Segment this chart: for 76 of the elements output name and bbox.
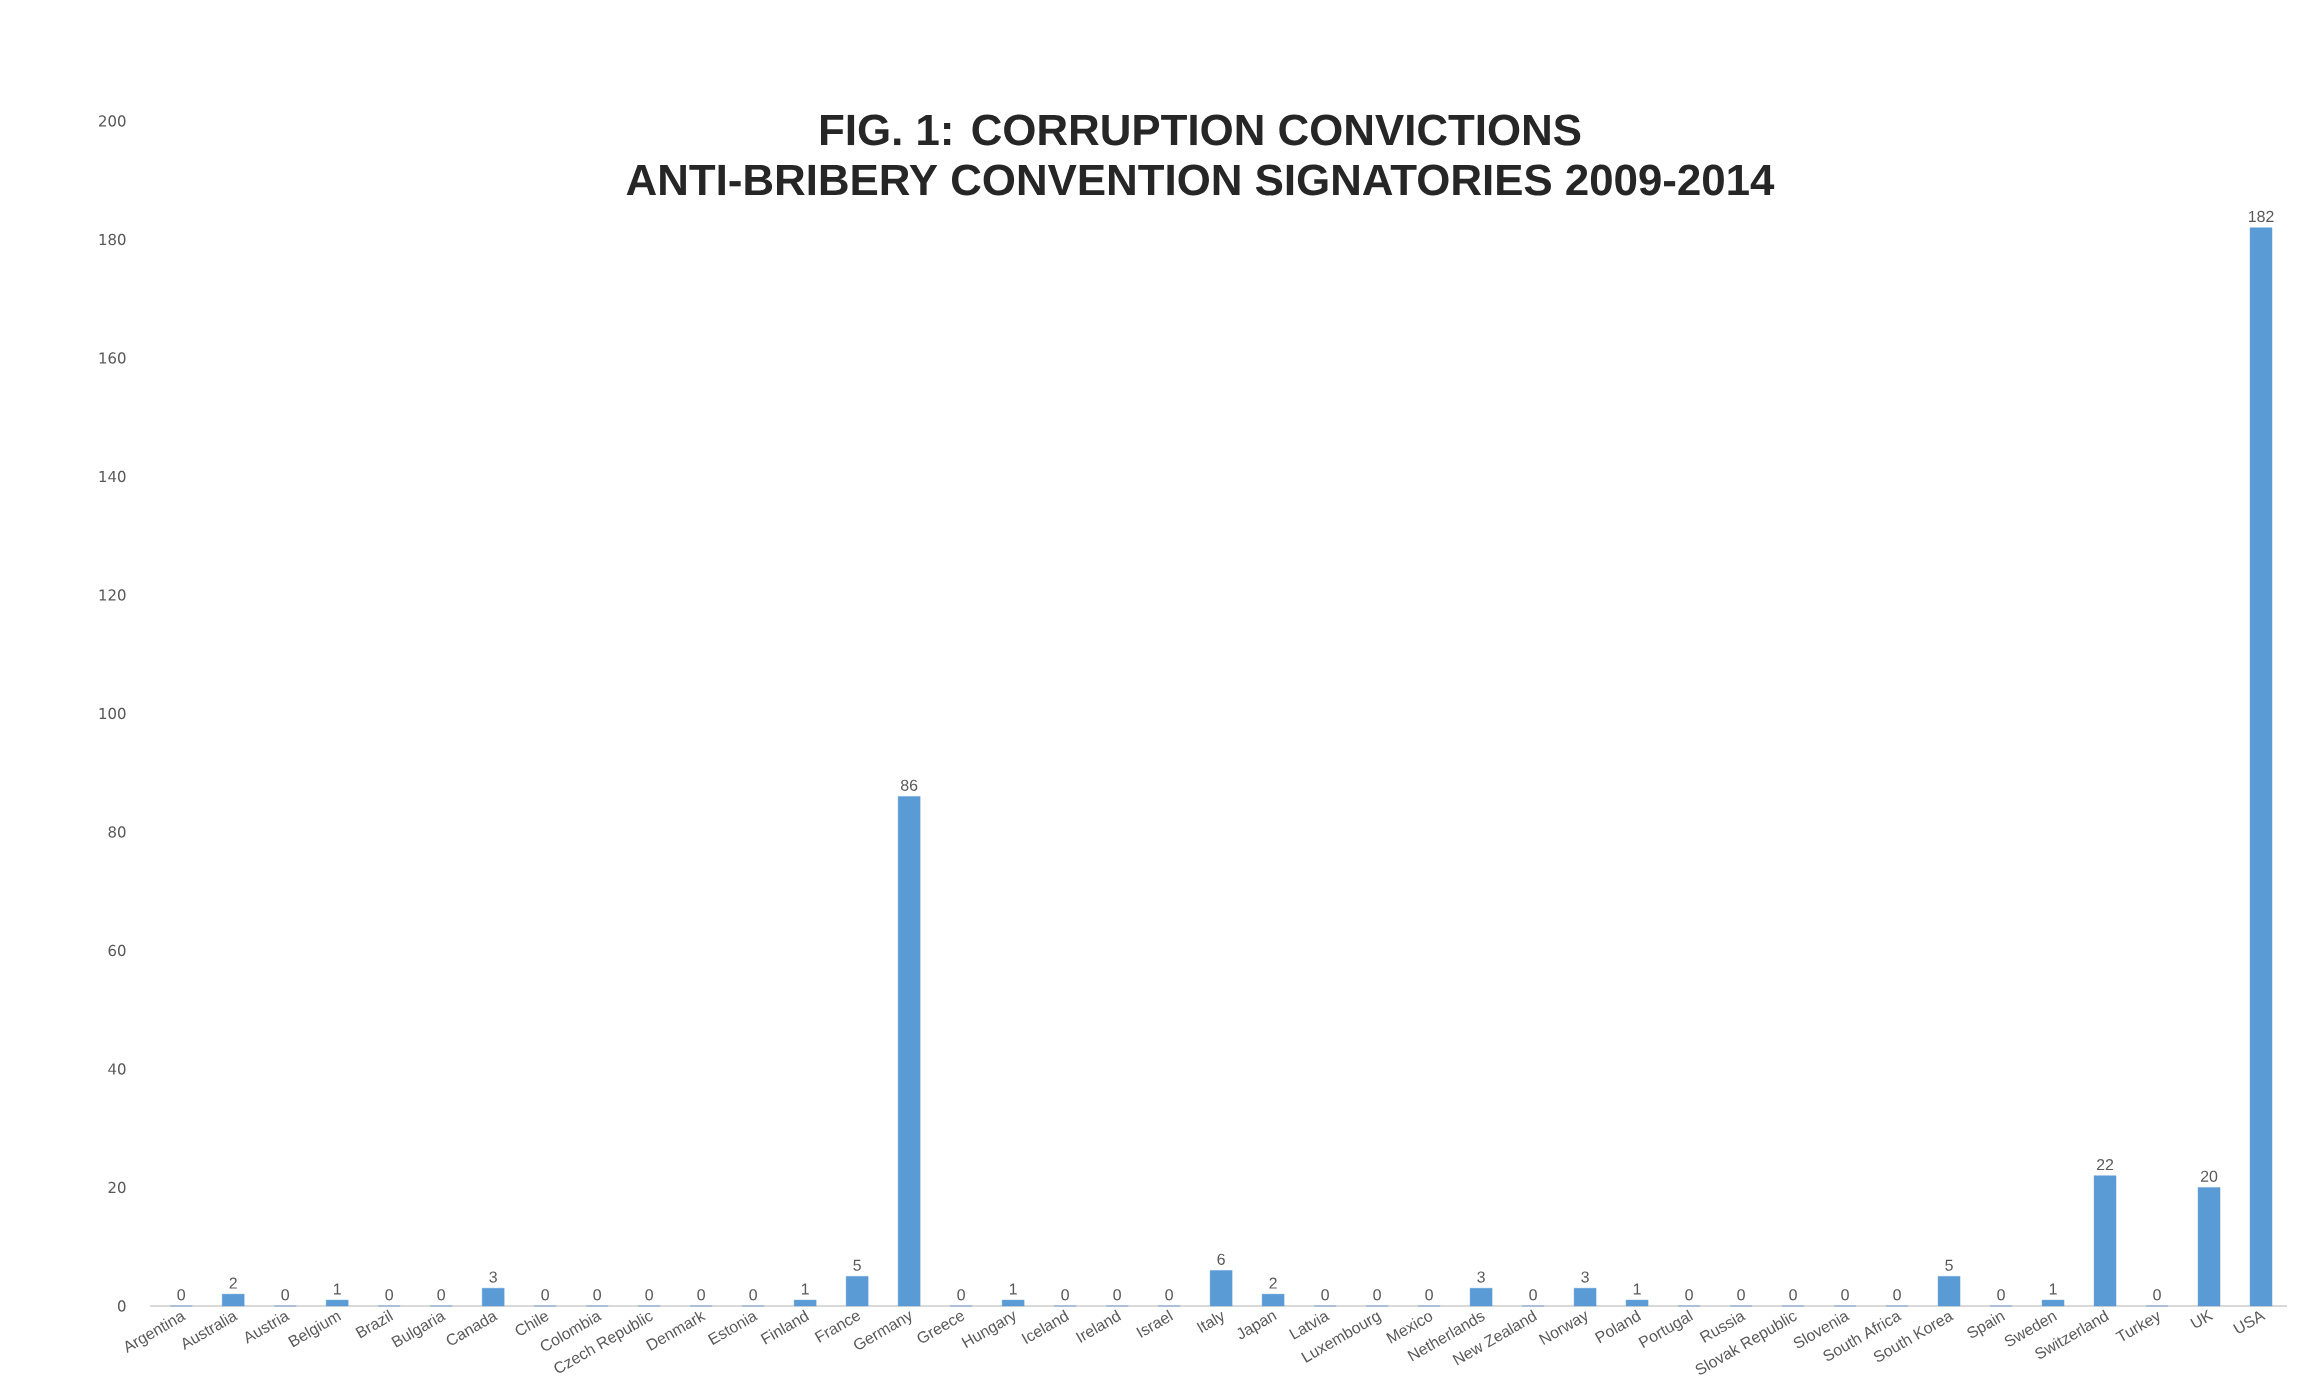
bar	[2041, 1299, 2065, 1307]
data-label: 5	[1945, 1259, 1953, 1271]
chart-title: FIG. 1: CORRUPTION CONVICTIONS	[821, 114, 1581, 146]
bar	[1573, 1288, 1597, 1307]
data-label: 1	[801, 1283, 809, 1295]
data-label: 3	[489, 1271, 497, 1283]
data-label: 0	[957, 1289, 965, 1301]
x-tick-label: USA	[2232, 1311, 2266, 1334]
data-label: 6	[1217, 1253, 1225, 1265]
data-label: 0	[749, 1289, 757, 1301]
data-label: 1	[1009, 1283, 1017, 1295]
data-label: 0	[1373, 1289, 1381, 1301]
y-tick-label: 120	[99, 589, 126, 601]
y-tick-label: 40	[108, 1063, 126, 1075]
bar	[1261, 1293, 1285, 1307]
data-label: 22	[2096, 1158, 2114, 1171]
data-label: 0	[541, 1289, 549, 1301]
y-tick-label: 20	[108, 1181, 126, 1194]
x-tick-label: Japan	[1237, 1312, 1277, 1340]
bar	[1001, 1299, 1025, 1307]
bar	[2249, 227, 2273, 1307]
text: ANTI-BRIBERY CONVENTION SIGNATORIES 2009-2014	[626, 164, 1775, 196]
bar	[222, 1293, 245, 1307]
data-label: 0	[1737, 1289, 1745, 1301]
data-label: 0	[385, 1289, 393, 1301]
data-label: 0	[645, 1289, 653, 1301]
bar	[481, 1288, 505, 1307]
data-label: 0	[1165, 1289, 1173, 1301]
data-label: 1	[2049, 1283, 2057, 1295]
bar	[1625, 1299, 1649, 1307]
y-tick-label: 180	[99, 233, 126, 246]
data-label: 0	[1841, 1289, 1849, 1301]
y-tick-label: 0	[117, 1300, 126, 1312]
y-tick-label: 160	[99, 352, 126, 364]
data-label: 3	[1581, 1271, 1589, 1283]
y-tick-label: 60	[108, 944, 126, 957]
data-label: 0	[1529, 1289, 1537, 1301]
y-tick-label: 200	[99, 115, 126, 127]
data-label: 0	[281, 1289, 289, 1301]
data-label: 2	[229, 1277, 237, 1289]
data-label: 0	[1789, 1289, 1797, 1301]
y-tick-label: 100	[99, 707, 126, 720]
bar	[2197, 1187, 2221, 1307]
data-label: 0	[697, 1289, 705, 1301]
bar	[2093, 1175, 2117, 1307]
data-label: 1	[1633, 1283, 1641, 1295]
data-label: 0	[1425, 1289, 1433, 1301]
data-label: 0	[437, 1289, 445, 1301]
data-label: 20	[2200, 1170, 2218, 1182]
data-label: 0	[593, 1289, 601, 1301]
bar	[1469, 1288, 1493, 1307]
data-label: 0	[1321, 1289, 1329, 1301]
data-label: 182	[2248, 210, 2274, 223]
data-label: 0	[1113, 1289, 1121, 1301]
y-tick-label: 80	[108, 826, 126, 838]
bar	[845, 1276, 869, 1307]
x-tick-label: Italy	[1196, 1311, 1224, 1333]
data-label: 5	[853, 1259, 861, 1271]
data-label: 0	[1685, 1289, 1693, 1301]
data-label: 0	[1997, 1289, 2005, 1301]
data-label: 3	[1477, 1271, 1485, 1283]
bar	[1937, 1276, 1961, 1307]
x-tick-label: UK	[2190, 1309, 2214, 1328]
bar	[897, 796, 921, 1307]
y-tick-label: 140	[99, 470, 126, 483]
bar	[326, 1299, 349, 1307]
bar	[793, 1299, 817, 1307]
data-label: 0	[1061, 1289, 1069, 1301]
data-label: 1	[333, 1283, 341, 1295]
data-label: 86	[900, 779, 918, 791]
data-label: 0	[2153, 1289, 2161, 1301]
data-label: 2	[1269, 1277, 1277, 1289]
bar	[1209, 1270, 1233, 1307]
data-label: 0	[1893, 1289, 1901, 1301]
data-label: 0	[177, 1289, 186, 1301]
x-tick-label: Spain	[1967, 1312, 2006, 1338]
